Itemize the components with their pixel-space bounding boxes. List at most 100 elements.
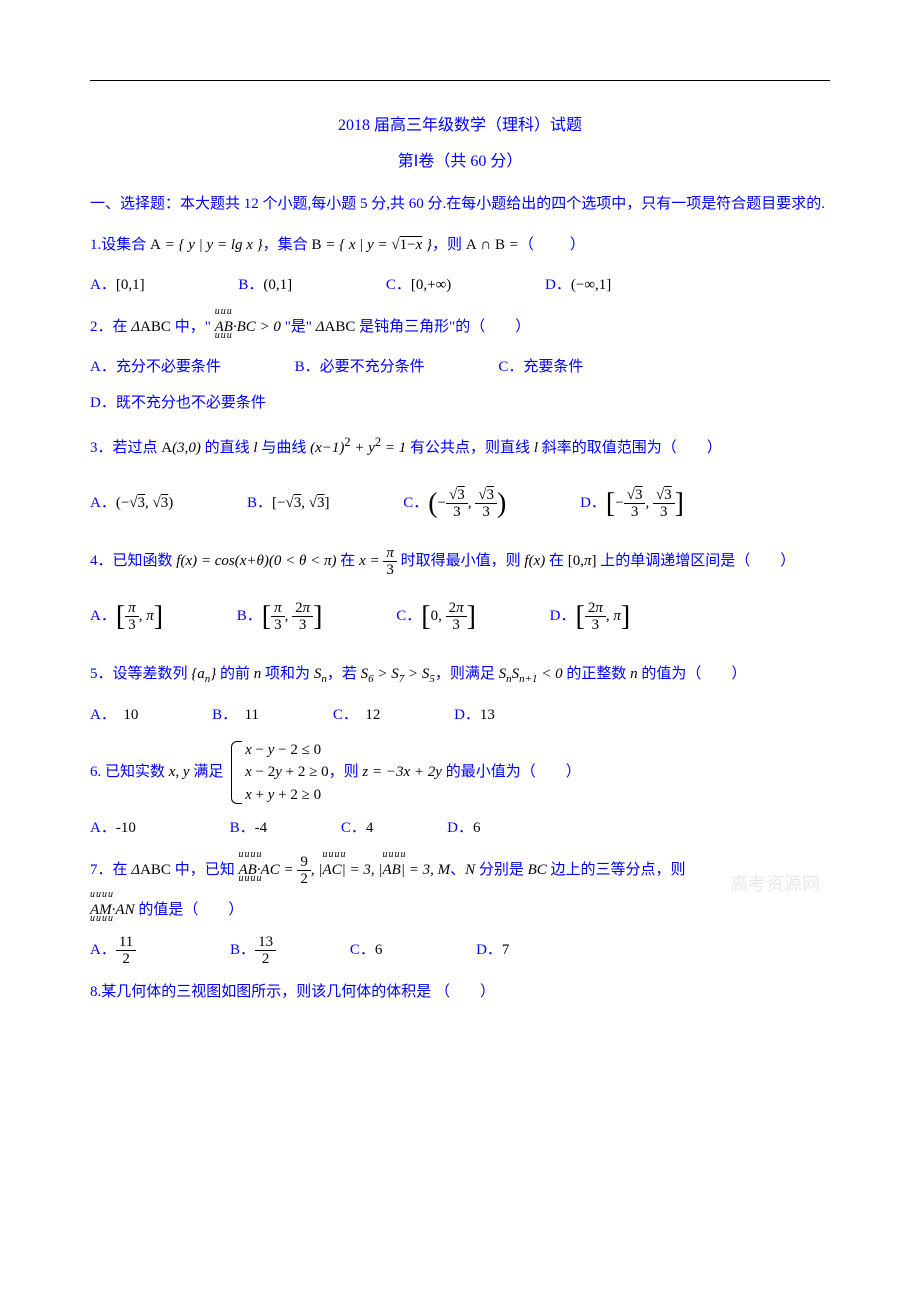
page-subtitle: 第Ⅰ卷（共 60 分） — [90, 147, 830, 171]
q5-tail: 的值为（ ） — [638, 666, 747, 682]
q6-optD: D．6 — [447, 810, 480, 846]
exam-page: 2018 届高三年级数学（理科）试题 第Ⅰ卷（共 60 分） 一、选择题：本大题… — [0, 0, 920, 1054]
q2-abc: ΔABC — [131, 319, 171, 335]
q1-mid2: ，则 — [432, 237, 466, 253]
q6-optA: A．-10 — [90, 810, 136, 846]
q6-sys-row1: x − y − 2 ≤ 0 — [245, 739, 329, 762]
q7-MN: M — [438, 862, 451, 878]
q3-mid4: 斜率的取值范围为（ ） — [538, 440, 722, 456]
q6-system: x − y − 2 ≤ 0 x − 2y + 2 ≥ 0 x + y + 2 ≥… — [227, 739, 329, 807]
question-1: 1.设集合 A = { y | y = lg x }，集合 B = { x | … — [90, 227, 830, 263]
q2-num: 2． — [90, 319, 113, 335]
q1-mid1: ，集合 — [263, 237, 312, 253]
q1-setB: B = { x | y = √1−x } — [311, 237, 432, 253]
q2-options: A．充分不必要条件 B．必要不充分条件 C．充要条件 D．既不充分也不必要条件 — [90, 349, 830, 421]
header-rule — [90, 80, 830, 81]
page-title: 2018 届高三年级数学（理科）试题 — [90, 111, 830, 135]
question-4: 4．已知函数 f(x) = cos(x+θ)(0 < θ < π) 在 x = … — [90, 543, 830, 579]
q3-num: 3． — [90, 440, 113, 456]
q2-optB: B．必要不充分条件 — [295, 349, 425, 385]
question-3: 3．若过点 A(3,0) 的直线 l 与曲线 (x−1)2 + y2 = 1 有… — [90, 427, 830, 466]
question-2: 2．在 ΔABC 中，" AB·BC > 0 "是" ΔABC 是钝角三角形"的… — [90, 309, 830, 345]
q5-optA: A． 10 — [90, 697, 138, 733]
question-5: 5．设等差数列 {an} 的前 n 项和为 Sn，若 S6 > S7 > S5，… — [90, 656, 830, 692]
q3-options: A．(−√3, √3) B．[−√3, √3] C．(−√33, √33) D．… — [90, 470, 830, 537]
q2-mid2: "是" — [281, 319, 316, 335]
q4-optB: B．[π3, 2π3] — [237, 583, 323, 650]
q2-optD: D．既不充分也不必要条件 — [90, 385, 266, 421]
q3-optB: B．[−√3, √3] — [247, 485, 329, 521]
q7-pre: 在 — [113, 862, 132, 878]
q3-optA: A．(−√3, √3) — [90, 485, 173, 521]
question-7-line2: AM·AN 的值是（ ） — [90, 892, 830, 928]
q1-setA: A = { y | y = lg x } — [150, 237, 263, 253]
q4-optC: C．[0, 2π3] — [396, 583, 476, 650]
q4-optA: A．[π3, π] — [90, 583, 163, 650]
q4-f2: f(x) — [524, 553, 545, 569]
q5-options: A． 10 B． 11 C． 12 D．13 — [90, 697, 830, 733]
q5-an: {an} — [191, 666, 216, 682]
q5-mid2: 项和为 — [261, 666, 314, 682]
q8-num: 8. — [90, 984, 101, 1000]
q3-optC: C．(−√33, √33) — [403, 470, 506, 537]
q1-pre: 设集合 — [101, 237, 150, 253]
q6-mid1: 满足 — [190, 764, 228, 780]
q7-optA: A．112 — [90, 932, 136, 968]
question-7: 7．在 ΔABC 中，已知 AB·AC = 92, |AC| = 3, |AB|… — [90, 852, 830, 888]
q2-optC: C．充要条件 — [498, 349, 583, 385]
q3-circle: (x−1)2 + y2 = 1 — [310, 440, 406, 456]
q6-num: 6. — [90, 764, 101, 780]
q6-sys-row2: x − 2y + 2 ≥ 0 — [245, 761, 329, 784]
q7-mid1: 中，已知 — [171, 862, 239, 878]
q6-pre: 已知实数 — [101, 764, 169, 780]
q4-dom: [0,π] — [568, 553, 597, 569]
q6-z: z = −3x + 2y — [362, 764, 442, 780]
q1-tail: （ ） — [519, 237, 587, 253]
q4-optD: D．[2π3, π] — [550, 583, 631, 650]
q4-mid1: 在 — [337, 553, 360, 569]
q7-l2tail: 的值是（ ） — [135, 902, 244, 918]
q4-tail: 上的单调递增区间是（ ） — [597, 553, 796, 569]
q8-text: 某几何体的三视图如图所示，则该几何体的体积是 （ ） — [101, 984, 495, 1000]
q7-optB: B．132 — [230, 932, 276, 968]
q7-BC: BC — [528, 862, 547, 878]
q6-optB: B．-4 — [230, 810, 268, 846]
q1-optD: D．(−∞,1] — [545, 267, 611, 303]
q6-tail: 的最小值为（ ） — [442, 764, 581, 780]
q2-mid3: 是钝角三角形"的（ ） — [355, 319, 530, 335]
q6-mid2: ，则 — [329, 764, 363, 780]
q7-num: 7． — [90, 862, 113, 878]
q1-optB: B．(0,1] — [238, 267, 292, 303]
q6-xy: x, y — [169, 764, 190, 780]
q3-A: A(3,0) — [161, 440, 201, 456]
q2-pre: 在 — [113, 319, 132, 335]
q7-mid2: 分别是 — [475, 862, 528, 878]
q7-options: A．112 B．132 C．6 D．7 — [90, 932, 830, 968]
q4-options: A．[π3, π] B．[π3, 2π3] C．[0, 2π3] D．[2π3,… — [90, 583, 830, 650]
q5-Sn: Sn — [314, 666, 327, 682]
q1-options: A．[0,1] B．(0,1] C．[0,+∞) D．(−∞,1] — [90, 267, 830, 303]
q5-mid3: ，若 — [327, 666, 361, 682]
q3-pre: 若过点 — [113, 440, 162, 456]
q5-mid5: 的正整数 — [563, 666, 631, 682]
q6-optC: C．4 — [341, 810, 374, 846]
question-8: 8.某几何体的三视图如图所示，则该几何体的体积是 （ ） — [90, 974, 830, 1010]
q5-optC: C． 12 — [333, 697, 381, 733]
q2-mid1: 中，" — [171, 319, 215, 335]
q7-dot: AB·AC = 92 — [238, 862, 310, 878]
q3-mid2: 与曲线 — [258, 440, 311, 456]
q1-num: 1. — [90, 237, 101, 253]
section-instruction: 一、选择题：本大题共 12 个小题,每小题 5 分,共 60 分.在每小题给出的… — [90, 189, 830, 219]
q3-optD: D．[−√33, √33] — [580, 470, 684, 537]
q5-n2: n — [630, 666, 638, 682]
q6-sys-row3: x + y + 2 ≥ 0 — [245, 784, 329, 807]
q3-mid1: 的直线 — [201, 440, 254, 456]
q4-num: 4． — [90, 553, 113, 569]
q5-ineq: S6 > S7 > S5 — [361, 666, 435, 682]
q1-optA: A．[0,1] — [90, 267, 145, 303]
q2-dot: AB·BC > 0 — [215, 319, 281, 335]
q4-pre: 已知函数 — [113, 553, 177, 569]
q4-mid3: 在 — [545, 553, 568, 569]
q1-AiB: A ∩ B = — [466, 237, 519, 253]
q4-x: x = π3 — [359, 553, 397, 569]
